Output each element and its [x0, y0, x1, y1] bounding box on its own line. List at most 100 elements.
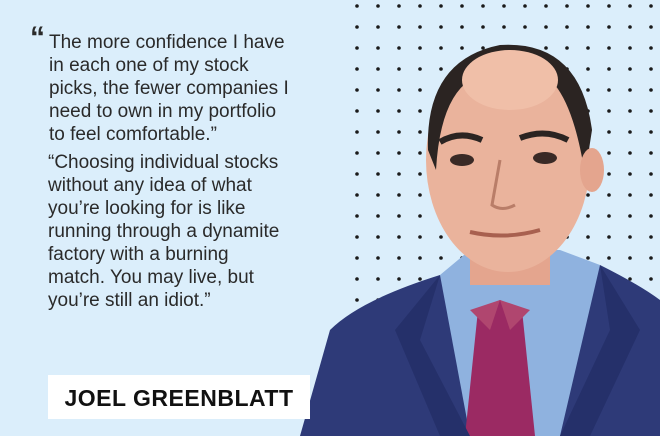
dot [649, 4, 653, 8]
dot [586, 25, 590, 29]
quote-line: “Choosing individual stocks [48, 152, 278, 173]
dot [628, 67, 632, 71]
dot [376, 151, 380, 155]
quote-line: factory with a burning [48, 244, 229, 265]
dot [439, 235, 443, 239]
dot [376, 4, 380, 8]
portrait [300, 44, 660, 436]
dot [607, 67, 611, 71]
dot [418, 109, 422, 113]
dot [607, 193, 611, 197]
quote-mark: “ [30, 21, 45, 54]
dot [418, 67, 422, 71]
dot [565, 46, 569, 50]
dot [376, 46, 380, 50]
mouth [469, 228, 541, 238]
dot [397, 88, 401, 92]
dot [607, 235, 611, 239]
name: JOEL GREENBLATT [65, 385, 294, 411]
dot [397, 46, 401, 50]
dot [397, 109, 401, 113]
dot [376, 235, 380, 239]
brows [438, 130, 570, 145]
dot [628, 151, 632, 155]
dot [523, 25, 527, 29]
dot [628, 214, 632, 218]
dot [397, 256, 401, 260]
dot [418, 214, 422, 218]
dot [607, 4, 611, 8]
dot [649, 256, 653, 260]
dot [628, 235, 632, 239]
dot [628, 46, 632, 50]
dot [418, 25, 422, 29]
dot [397, 67, 401, 71]
dot [586, 214, 590, 218]
dot [418, 46, 422, 50]
dot [649, 277, 653, 281]
dot [628, 4, 632, 8]
dot [481, 25, 485, 29]
dot [397, 235, 401, 239]
dot [565, 25, 569, 29]
dot [376, 214, 380, 218]
dot [376, 88, 380, 92]
dot [355, 256, 359, 260]
dot [607, 151, 611, 155]
quote-line: match. You may live, but [48, 267, 255, 288]
dot [628, 193, 632, 197]
dot [481, 46, 485, 50]
lapel-right [560, 265, 640, 436]
eye-left [450, 154, 474, 166]
dot [376, 109, 380, 113]
ear [580, 148, 604, 192]
dot [649, 193, 653, 197]
dot [376, 130, 380, 134]
dot [523, 4, 527, 8]
name-box [48, 375, 310, 419]
dot [355, 298, 359, 302]
dot [355, 235, 359, 239]
dot [376, 277, 380, 281]
dot [607, 130, 611, 134]
dot [586, 88, 590, 92]
dot [607, 214, 611, 218]
quote-line: without any idea of what [47, 175, 253, 196]
dot [439, 4, 443, 8]
dot [376, 172, 380, 176]
dot [502, 4, 506, 8]
nose [490, 159, 516, 210]
quote-line: running through a dynamite [48, 221, 279, 242]
quote-line: to feel comfortable.” [49, 124, 217, 145]
dot [607, 46, 611, 50]
dot [355, 277, 359, 281]
dot [397, 214, 401, 218]
dot [418, 277, 422, 281]
dot [628, 277, 632, 281]
dot [355, 151, 359, 155]
dot [418, 256, 422, 260]
dot [397, 172, 401, 176]
dot [649, 67, 653, 71]
dot [586, 4, 590, 8]
dot [586, 256, 590, 260]
quote-line: in each one of my stock [49, 55, 249, 76]
dot [502, 25, 506, 29]
dot [607, 172, 611, 176]
scalp [462, 50, 558, 110]
dot [586, 235, 590, 239]
dot [628, 109, 632, 113]
dot [607, 25, 611, 29]
dot [607, 88, 611, 92]
dot [628, 130, 632, 134]
dot [586, 193, 590, 197]
dot [439, 25, 443, 29]
dot [355, 88, 359, 92]
dot [397, 193, 401, 197]
dot [586, 46, 590, 50]
dot [628, 256, 632, 260]
dot [418, 151, 422, 155]
dot [649, 151, 653, 155]
